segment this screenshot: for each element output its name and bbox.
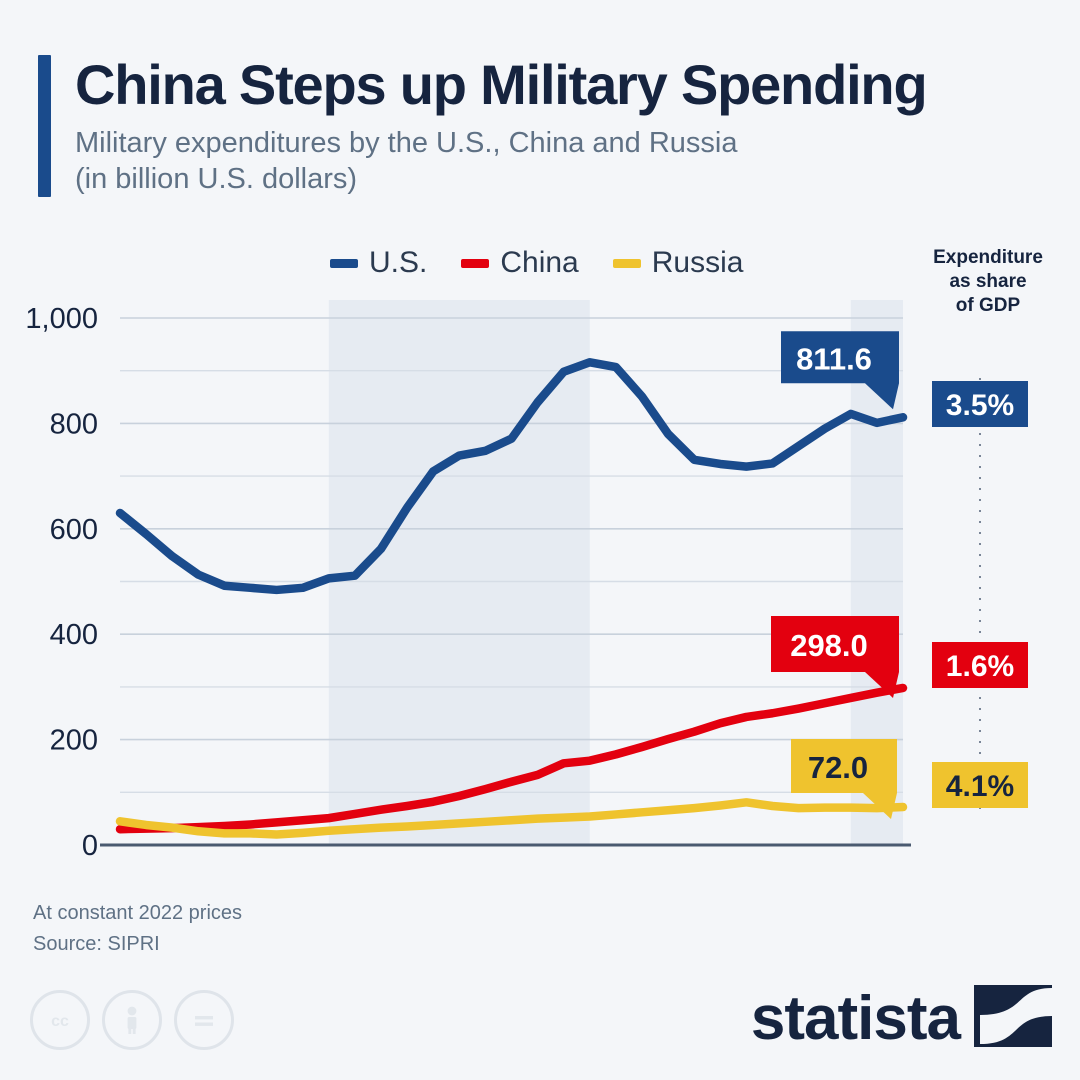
cc-by-person-icon	[102, 990, 162, 1050]
gdp-badge-value: 3.5%	[946, 389, 1014, 422]
header-text-block: China Steps up Military Spending Militar…	[75, 55, 1048, 197]
footer-notes: At constant 2022 prices Source: SIPRI	[33, 898, 242, 960]
svg-text:cc: cc	[51, 1013, 69, 1030]
line-swatch-icon	[461, 258, 490, 268]
chart-legend: U.S. China Russia	[330, 248, 743, 278]
gdp-heading-line1: Expenditure	[933, 247, 1043, 268]
gdp-badge-china: 1.6%	[932, 642, 1028, 688]
x-tick-label: '10	[574, 856, 605, 860]
x-tick-label: '92	[104, 856, 135, 860]
legend-item-russia[interactable]: Russia	[612, 246, 744, 279]
series-line-china	[115, 683, 908, 834]
y-tick-label: 200	[50, 725, 98, 757]
statista-wave-mark-icon	[974, 985, 1052, 1052]
legend-item-us[interactable]: U.S.	[330, 248, 427, 278]
creative-commons-icons: cc	[30, 990, 234, 1050]
value-callout-china: 298.0	[771, 615, 899, 698]
value-callout-russia: 72.0	[791, 739, 897, 820]
chart-gridlines	[120, 317, 903, 793]
line-swatch-icon	[330, 258, 358, 268]
y-tick-label: 400	[50, 619, 98, 651]
gdp-badge-value: 4.1%	[946, 770, 1014, 803]
cc-nd-equals-icon	[174, 990, 234, 1050]
gdp-heading-line3: of GDP	[955, 295, 1021, 316]
y-tick-label: 800	[50, 408, 98, 440]
callout-bubble	[781, 331, 899, 410]
page-title: China Steps up Military Spending	[75, 53, 928, 116]
gdp-heading-line2: as share	[949, 271, 1027, 292]
gdp-panel-heading: Expenditure as share of GDP	[908, 246, 1068, 318]
gdp-badge-bg	[932, 381, 1028, 427]
header-accent-bar	[38, 55, 51, 197]
footnote-source: Source: SIPRI	[33, 933, 160, 955]
y-tick-label: 0	[82, 830, 98, 860]
y-tick-label: 1,000	[25, 303, 98, 335]
legend-label-russia: Russia	[651, 246, 744, 279]
legend-label-china: China	[500, 246, 579, 279]
page-subtitle-line1: Military expenditures by the U.S., China…	[75, 127, 738, 159]
callout-bubble	[791, 739, 897, 820]
cc-icon: cc	[30, 990, 90, 1050]
callout-value: 72.0	[808, 750, 868, 785]
chart-y-axis-labels: 0 200 400 600 800 1,000	[25, 303, 98, 860]
line-swatch-icon	[612, 258, 641, 268]
gdp-badge-us: 3.5%	[932, 381, 1028, 427]
chart-value-callouts: 811.6 298.0 72.0	[771, 331, 899, 820]
callout-value: 298.0	[790, 628, 868, 663]
legend-item-china[interactable]: China	[461, 246, 579, 279]
chart-x-axis-labels: '92 '00 '10 '22	[104, 856, 918, 860]
legend-label-us: U.S.	[369, 246, 428, 279]
series-line-russia	[115, 798, 908, 839]
statista-logo: statista	[751, 985, 1052, 1052]
x-tick-label: '00	[313, 856, 344, 860]
gdp-share-badges: 3.5% 1.6% 4.1%	[932, 381, 1028, 808]
gdp-badge-bg	[932, 762, 1028, 808]
gdp-badge-bg	[932, 642, 1028, 688]
header: China Steps up Military Spending Militar…	[38, 55, 1048, 197]
gdp-badge-value: 1.6%	[946, 650, 1014, 683]
value-callout-us: 811.6	[781, 331, 899, 410]
callout-value: 811.6	[796, 341, 872, 376]
chart-area: 0 200 400 600 800 1,000 '92 '00 '10 '22 811.6 298…	[0, 300, 1080, 860]
y-tick-label: 600	[50, 514, 98, 546]
line-chart: 0 200 400 600 800 1,000 '92 '00 '10 '22 811.6 298…	[25, 300, 1028, 860]
page-subtitle-line2: (in billion U.S. dollars)	[75, 163, 358, 195]
series-line-us	[115, 358, 908, 595]
gdp-badge-russia: 4.1%	[932, 762, 1028, 808]
statista-wordmark: statista	[750, 983, 961, 1053]
chart-series-lines	[115, 358, 908, 839]
callout-bubble	[771, 615, 899, 698]
x-tick-label: '22	[887, 856, 918, 860]
footnote-prices: At constant 2022 prices	[33, 902, 243, 924]
